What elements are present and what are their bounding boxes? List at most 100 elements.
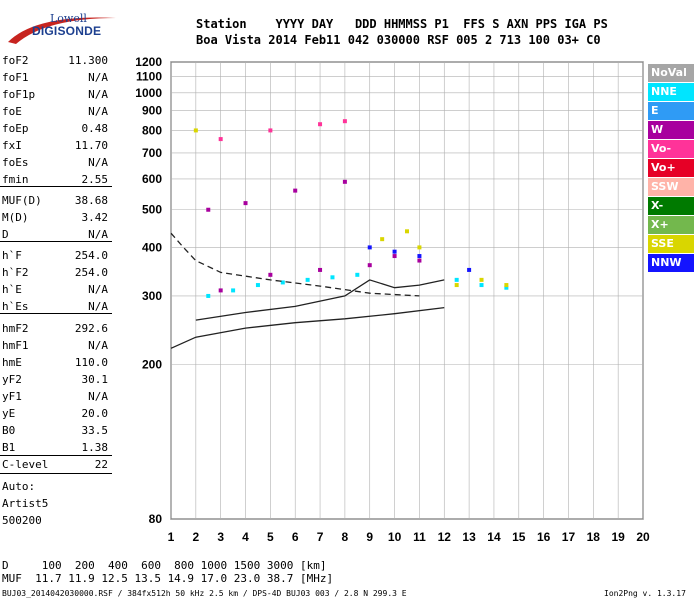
param-value: N/A <box>88 228 108 241</box>
legend-item-nne: NNE <box>648 83 694 101</box>
param-label: yF1 <box>2 390 22 403</box>
param-label: hmF1 <box>2 339 29 352</box>
param-label: hmF2 <box>2 322 29 335</box>
param-value: N/A <box>88 283 108 296</box>
y-tick-label: 700 <box>142 146 162 160</box>
data-point-vo- <box>268 128 273 133</box>
y-tick-label: 1200 <box>135 55 162 69</box>
x-tick-label: 14 <box>487 530 501 544</box>
x-tick-label: 5 <box>267 530 274 544</box>
data-point-sse <box>504 283 509 288</box>
data-point-w <box>318 267 323 272</box>
param-row-hf2: h`F2 254.0 <box>0 266 110 281</box>
param-row-yf2: yF2 30.1 <box>0 373 110 388</box>
y-tick-label: 900 <box>142 104 162 118</box>
param-value: 110.0 <box>74 356 108 369</box>
autoscale-code: 500200 <box>2 514 42 527</box>
data-point-w <box>268 272 273 277</box>
param-value: 20.0 <box>81 407 109 420</box>
param-value: 11.70 <box>74 139 108 152</box>
data-point-w <box>367 263 372 268</box>
y-tick-label: 500 <box>142 203 162 217</box>
param-label: foF1 <box>2 71 29 84</box>
x-axis-ticks: 1 2 3 4 5 6 7 8 9 10 11 12 13 14 15 16 17 18 19 20 <box>168 530 650 544</box>
data-point-nne <box>231 288 236 293</box>
x-tick-label: 20 <box>636 530 650 544</box>
data-point-nne <box>504 285 509 290</box>
autoscale-label: Auto: <box>2 480 36 493</box>
legend-item-e: E <box>648 102 694 120</box>
trace-profile-dashed <box>170 232 420 297</box>
param-row-hmf1: hmF1 N/A <box>0 339 110 354</box>
data-marks <box>193 119 509 298</box>
logo-text-lowell: Lowell <box>50 12 87 25</box>
y-tick-label: 1100 <box>136 70 162 84</box>
header-labels: Station YYYY DAY DDD HHMMSS P1 FFS S AXN… <box>196 17 608 31</box>
data-point-nnw <box>367 245 372 250</box>
muf-row: MUF 11.7 11.9 12.5 13.5 14.9 17.0 23.0 3… <box>2 572 334 585</box>
param-value: 38.68 <box>74 194 108 207</box>
data-point-sse <box>380 237 385 242</box>
param-label: foE <box>2 105 22 118</box>
param-label: fmin <box>2 173 29 186</box>
param-label: hmE <box>2 356 22 369</box>
param-row-hf: h`F 254.0 <box>0 249 110 264</box>
param-label: foF1p <box>2 88 36 101</box>
data-point-vo- <box>318 122 323 127</box>
x-tick-label: 6 <box>292 530 299 544</box>
x-tick-label: 10 <box>388 530 402 544</box>
param-label: h`E <box>2 283 22 296</box>
param-row-b1: B1 1.38 <box>0 441 110 456</box>
x-tick-label: 3 <box>217 530 224 544</box>
param-row-m-d: M(D) 3.42 <box>0 211 110 226</box>
param-label: yE <box>2 407 16 420</box>
legend-item-w: W <box>648 121 694 139</box>
logo-text-digisonde: DIGISONDE <box>32 24 102 38</box>
param-value: N/A <box>88 339 108 352</box>
data-point-nne <box>280 280 285 285</box>
data-point-nnw <box>392 249 397 254</box>
param-label: h`F2 <box>2 266 29 279</box>
param-row-hme: hmE 110.0 <box>0 356 110 371</box>
data-point-nne <box>355 272 360 277</box>
y-tick-label: 600 <box>142 172 162 186</box>
param-value: N/A <box>88 88 108 101</box>
x-tick-label: 2 <box>192 530 199 544</box>
y-tick-label: 800 <box>142 123 162 137</box>
data-point-nnw <box>467 267 472 272</box>
param-value: 292.6 <box>74 322 108 335</box>
y-tick-label: 200 <box>142 357 162 371</box>
param-row-d: D N/A <box>0 228 110 243</box>
y-tick-label: 300 <box>142 289 162 303</box>
param-separator <box>0 473 112 474</box>
param-label: MUF(D) <box>2 194 42 207</box>
file-info: BUJ03_2014042030000.RSF / 384fx512h 50 k… <box>2 589 407 598</box>
param-value: 254.0 <box>74 249 108 262</box>
param-row-fxi: fxI 11.70 <box>0 139 110 154</box>
x-tick-label: 17 <box>562 530 576 544</box>
x-tick-label: 13 <box>462 530 476 544</box>
x-tick-label: 11 <box>413 530 426 544</box>
legend-item-vo-plus: Vo+ <box>648 159 694 177</box>
legend-item-noval: NoVal <box>648 64 694 82</box>
version-label: Ion2Png v. 1.3.17 <box>604 589 686 598</box>
x-tick-label: 12 <box>438 530 452 544</box>
x-tick-label: 9 <box>366 530 373 544</box>
param-label: h`Es <box>2 300 29 313</box>
profile-traces <box>170 232 445 349</box>
data-point-vo- <box>342 119 347 124</box>
data-point-nne <box>330 275 335 280</box>
param-label: h`F <box>2 249 22 262</box>
legend-item-nnw: NNW <box>648 254 694 272</box>
param-row-muf-d: MUF(D) 38.68 <box>0 194 110 209</box>
x-tick-label: 8 <box>342 530 349 544</box>
param-row-foep: foEp 0.48 <box>0 122 110 137</box>
data-point-sse <box>193 128 198 133</box>
param-value: N/A <box>88 390 108 403</box>
x-tick-label: 7 <box>317 530 324 544</box>
param-separator <box>0 241 112 242</box>
x-tick-label: 15 <box>512 530 526 544</box>
param-row-fof2: foF2 11.300 <box>0 54 110 69</box>
param-value: N/A <box>88 105 108 118</box>
